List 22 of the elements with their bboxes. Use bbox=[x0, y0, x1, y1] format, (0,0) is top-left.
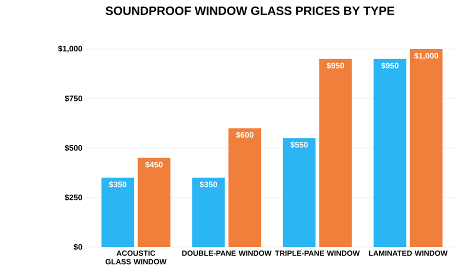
bar bbox=[319, 58, 352, 247]
y-tick-label: $0 bbox=[74, 244, 82, 250]
bar bbox=[101, 178, 134, 247]
bar bbox=[228, 128, 262, 247]
data-label: $1,000 bbox=[414, 52, 438, 60]
data-label: $350 bbox=[200, 181, 218, 188]
data-label: $950 bbox=[326, 62, 344, 69]
y-tick-label: $250 bbox=[64, 194, 82, 201]
bar bbox=[138, 158, 170, 247]
data-label: $450 bbox=[145, 161, 163, 168]
y-tick-label: $750 bbox=[64, 95, 82, 102]
data-label: $350 bbox=[108, 181, 126, 188]
bar bbox=[410, 49, 443, 247]
y-tick-label: $1,000 bbox=[58, 45, 82, 53]
data-label: $950 bbox=[381, 62, 399, 69]
y-tick-label: $500 bbox=[64, 144, 82, 152]
bar bbox=[282, 138, 316, 247]
chart-title: SOUNDPROOF WINDOW GLASS PRICES BY TYPE bbox=[106, 6, 394, 16]
data-label: $600 bbox=[236, 132, 254, 138]
data-label: $550 bbox=[290, 142, 308, 148]
bar bbox=[374, 58, 406, 247]
bar bbox=[192, 178, 225, 247]
